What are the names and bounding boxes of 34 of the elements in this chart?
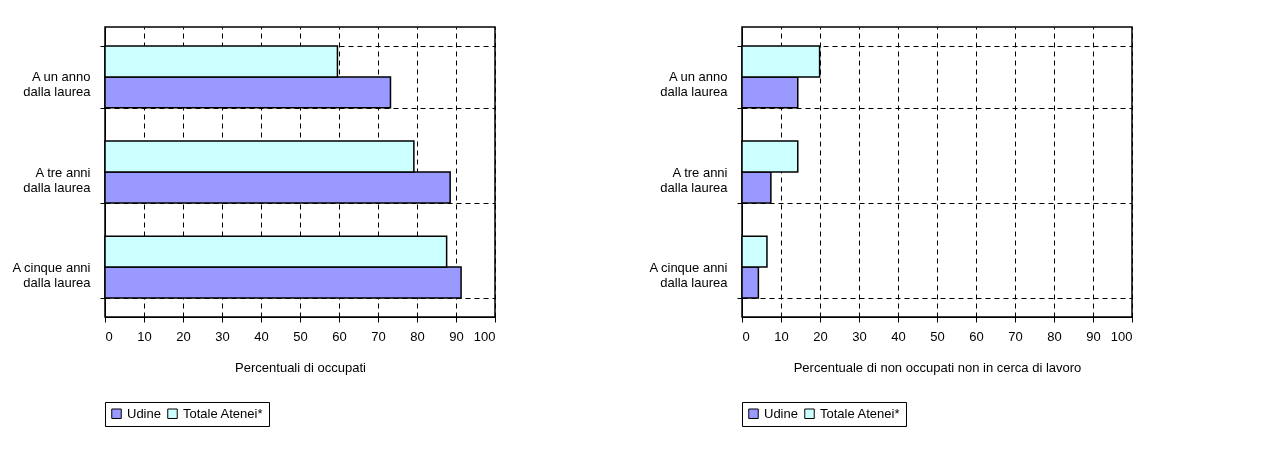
x-tick-label: 20 (813, 328, 828, 344)
x-tick-label: 40 (891, 328, 906, 344)
x-tick-label: 100 (1110, 328, 1133, 344)
x-tick-label: 60 (332, 328, 347, 344)
y-tick-label: A cinque anni dalla laurea (649, 259, 729, 290)
x-tick-label: 40 (254, 328, 269, 344)
x-tick-label: 20 (176, 328, 191, 344)
y-tick-label: A tre anni dalla laurea (23, 164, 92, 195)
x-tick-label: 70 (1008, 328, 1023, 344)
legend-label: Udine (764, 405, 798, 421)
x-tick-label: 100 (473, 328, 496, 344)
x-axis-title: Percentuale di non occupati non in cerca di lavoro (793, 359, 1082, 375)
y-tick-label: A un anno dalla laurea (23, 69, 92, 100)
x-tick-label: 60 (969, 328, 984, 344)
x-tick-label: 90 (1086, 328, 1101, 344)
x-tick-label: 70 (371, 328, 386, 344)
legend-label: Udine (127, 405, 161, 421)
x-tick-label: 30 (215, 328, 230, 344)
x-tick-label: 0 (105, 328, 113, 344)
x-tick-label: 30 (852, 328, 867, 344)
x-axis-title: Percentuali di occupati (235, 359, 367, 375)
legend-label: Totale Atenei* (820, 405, 900, 421)
y-tick-label: A tre anni dalla laurea (660, 164, 729, 195)
y-tick-label: A un anno dalla laurea (660, 69, 729, 100)
y-tick-label: A cinque anni dalla laurea (12, 259, 92, 290)
x-tick-label: 50 (930, 328, 945, 344)
x-tick-label: 80 (1047, 328, 1062, 344)
x-tick-label: 0 (742, 328, 750, 344)
legend-label: Totale Atenei* (183, 405, 263, 421)
x-tick-label: 10 (774, 328, 789, 344)
x-tick-label: 50 (293, 328, 308, 344)
x-tick-label: 10 (137, 328, 152, 344)
x-tick-label: 80 (410, 328, 425, 344)
x-tick-label: 90 (449, 328, 464, 344)
